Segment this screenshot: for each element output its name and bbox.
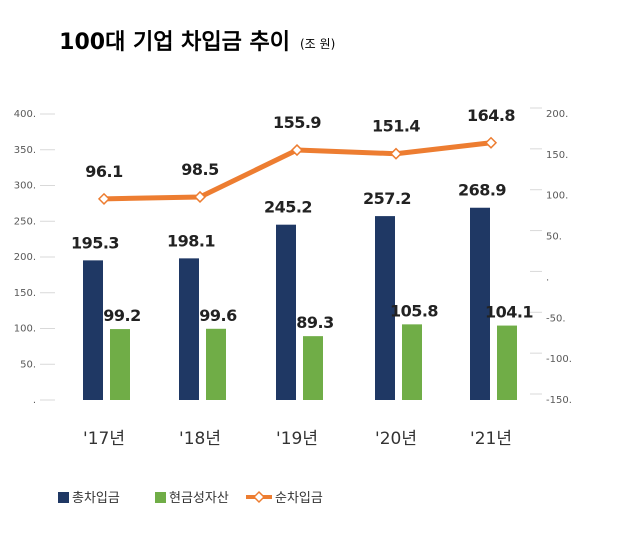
net-borrowing-marker xyxy=(484,136,498,149)
category-label: '17년 xyxy=(83,429,125,449)
left-tick-label: 250. xyxy=(14,216,36,227)
data-label-cash-assets: 89.3 xyxy=(296,313,333,332)
bar-total-borrowing xyxy=(470,207,490,400)
right-tick-label: 200. xyxy=(546,109,568,120)
unit-text: (조 원) xyxy=(300,37,335,51)
bar-cash-assets xyxy=(206,328,226,400)
bar-total-borrowing xyxy=(276,224,296,400)
bar-total-borrowing xyxy=(179,258,199,400)
data-label-net-borrowing: 151.4 xyxy=(372,117,420,136)
legend: 총차입금 현금성자산 순차입금 xyxy=(58,490,323,506)
bars: 195.3 99.2 198.1 99.6 245.2 89.3 257.2 105.8 268… xyxy=(71,181,534,400)
data-label-cash-assets: 104.1 xyxy=(485,303,533,322)
bar-cash-assets xyxy=(497,325,517,400)
bar-total-borrowing xyxy=(83,260,103,400)
category-label: '19년 xyxy=(276,429,318,449)
left-tick-label: 300. xyxy=(14,181,36,192)
right-tick-label: 50. xyxy=(546,232,562,243)
bar-cash-assets xyxy=(110,329,130,400)
right-tick-label: -100. xyxy=(546,354,572,365)
category-label: '20년 xyxy=(375,429,417,449)
legend-label: 현금성자산 xyxy=(169,491,229,506)
data-label-total-borrowing: 268.9 xyxy=(458,181,506,200)
data-label-total-borrowing: 195.3 xyxy=(71,233,119,252)
data-label-net-borrowing: 96.1 xyxy=(85,162,123,181)
net-borrowing-marker xyxy=(290,143,304,157)
category-labels: '17년 '18년 '19년 '20년 '21년 xyxy=(83,429,512,449)
right-tick-label: 100. xyxy=(546,191,568,202)
data-label-total-borrowing: 198.1 xyxy=(167,231,215,250)
bar-total-borrowing xyxy=(375,216,395,400)
right-tick-label: -150. xyxy=(546,395,572,406)
data-label-net-borrowing: 98.5 xyxy=(181,160,219,179)
data-label-cash-assets: 99.2 xyxy=(103,306,140,325)
data-label-net-borrowing: 155.9 xyxy=(273,113,321,132)
line-series: 96.1 98.5 155.9 151.4 164.8 xyxy=(85,106,516,205)
data-label-cash-assets: 99.6 xyxy=(199,306,237,325)
bar-cash-assets xyxy=(402,324,422,400)
left-tick-label: 100. xyxy=(14,324,36,335)
right-tick-label: . xyxy=(546,272,549,283)
right-tick-label: -50. xyxy=(546,313,566,324)
data-label-cash-assets: 105.8 xyxy=(390,301,438,320)
legend-item: 현금성자산 xyxy=(155,491,229,506)
net-borrowing-marker xyxy=(97,192,111,205)
legend-swatch xyxy=(155,492,166,503)
data-label-total-borrowing: 257.2 xyxy=(363,189,411,208)
right-tick-label: 150. xyxy=(546,150,568,161)
left-tick-label: 50. xyxy=(20,359,36,370)
chart-title: 100대 기업 차입금 추이 (조 원) xyxy=(59,30,335,55)
left-tick-label: 150. xyxy=(14,288,36,299)
data-label-net-borrowing: 164.8 xyxy=(467,106,515,125)
bar-cash-assets xyxy=(303,336,323,400)
right-axis: 200. 150. 100. 50.. -50. -100. -150. xyxy=(530,107,572,406)
legend-marker xyxy=(252,490,266,504)
data-label-total-borrowing: 245.2 xyxy=(264,198,312,217)
left-tick-label: 200. xyxy=(14,252,36,263)
category-label: '18년 xyxy=(179,429,221,449)
left-tick-label: 350. xyxy=(14,145,36,156)
net-borrowing-marker xyxy=(193,190,207,204)
category-label: '21년 xyxy=(470,429,512,449)
title-text: 100대 기업 차입금 추이 xyxy=(59,30,290,55)
left-tick-label: 400. xyxy=(14,109,36,120)
legend-label: 순차입금 xyxy=(275,491,323,506)
legend-item: 총차입금 xyxy=(58,491,120,506)
legend-label: 총차입금 xyxy=(72,491,120,506)
left-tick-label: . xyxy=(33,395,36,406)
left-axis: 400. 350. 300. 250. 200. 150. 100. 50.. xyxy=(14,109,55,406)
legend-item: 순차입금 xyxy=(246,490,323,506)
legend-swatch xyxy=(58,492,69,503)
net-borrowing-marker xyxy=(389,147,403,160)
